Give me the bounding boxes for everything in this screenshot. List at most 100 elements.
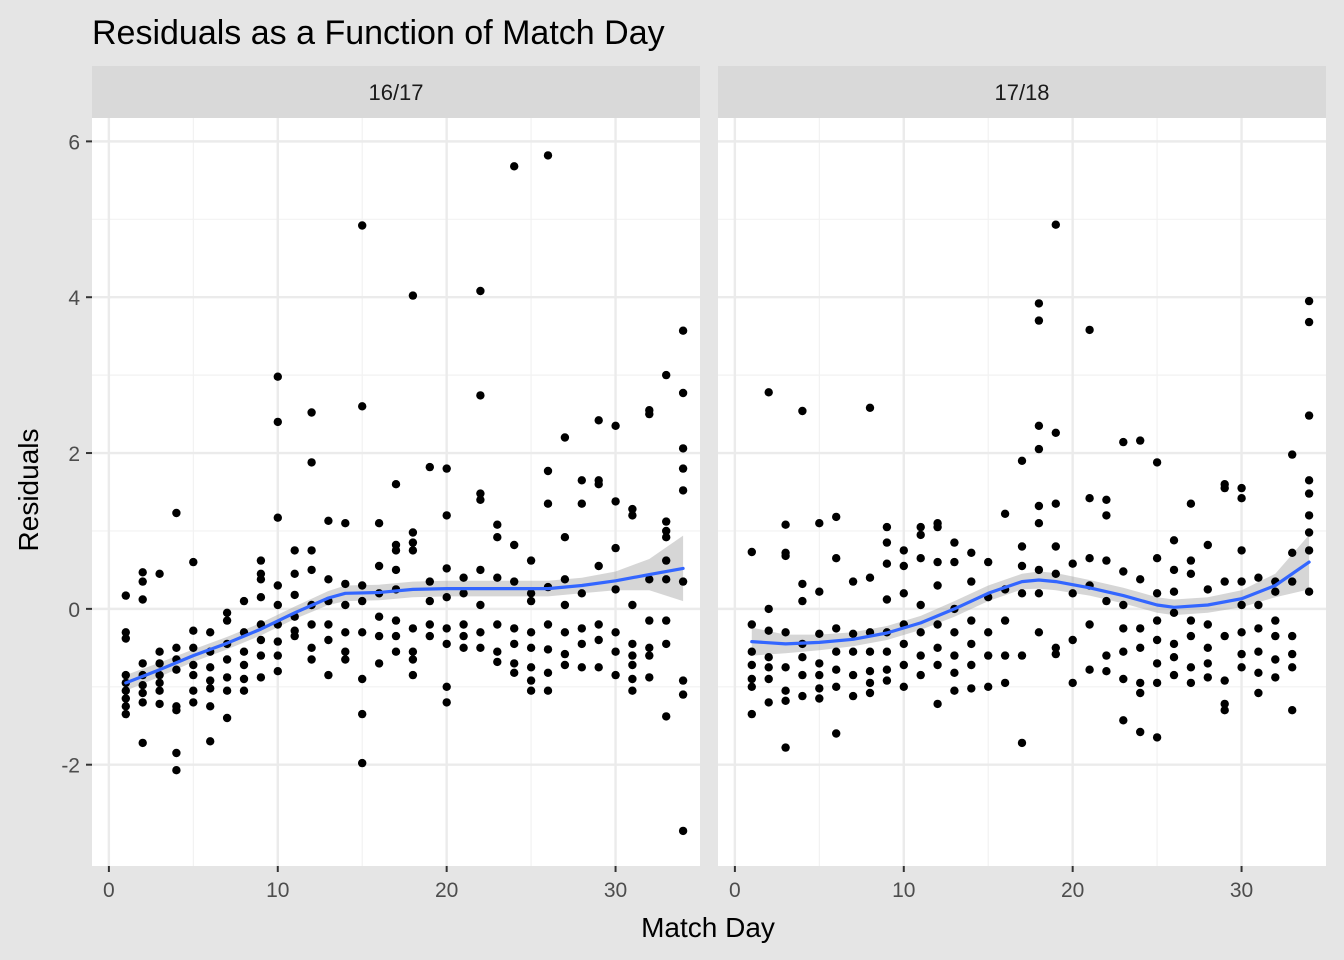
data-point xyxy=(747,674,756,684)
data-point xyxy=(1136,643,1145,652)
data-point xyxy=(476,643,485,652)
data-point xyxy=(138,681,147,690)
data-point xyxy=(611,543,620,553)
data-point xyxy=(239,686,249,695)
data-point xyxy=(1051,542,1061,551)
data-point xyxy=(678,326,688,335)
data-point xyxy=(1237,494,1246,503)
data-point xyxy=(628,660,637,670)
data-point xyxy=(526,643,536,652)
data-point xyxy=(747,709,756,719)
data-point xyxy=(1017,651,1027,660)
data-point xyxy=(1119,600,1128,610)
data-point xyxy=(459,631,468,641)
data-point xyxy=(543,151,553,160)
data-point xyxy=(1152,458,1162,467)
data-point xyxy=(222,608,232,617)
data-point xyxy=(678,444,688,453)
data-point xyxy=(155,678,164,688)
data-point xyxy=(476,391,485,400)
data-point xyxy=(290,631,299,641)
data-point xyxy=(324,575,333,584)
data-point xyxy=(1102,651,1111,660)
data-point xyxy=(815,629,824,638)
x-axis-title: Match Day xyxy=(641,912,775,943)
data-point xyxy=(1271,655,1280,664)
data-point xyxy=(1271,673,1280,682)
data-point xyxy=(815,519,824,528)
data-point xyxy=(138,698,147,707)
data-point xyxy=(882,522,892,532)
data-point xyxy=(1304,296,1314,306)
data-point xyxy=(1254,647,1263,656)
data-point xyxy=(628,674,637,684)
data-point xyxy=(678,486,688,495)
data-point xyxy=(206,684,215,693)
data-point xyxy=(493,520,502,529)
data-point xyxy=(916,522,925,532)
panel-background xyxy=(718,118,1326,866)
data-point xyxy=(1288,663,1297,672)
data-point xyxy=(1000,651,1010,660)
data-point xyxy=(256,575,266,584)
data-point xyxy=(408,624,418,633)
data-point xyxy=(1304,476,1314,485)
data-point xyxy=(899,660,908,670)
facet-strip xyxy=(92,66,700,118)
data-point xyxy=(1220,706,1229,715)
data-point xyxy=(1068,678,1077,688)
data-point xyxy=(933,620,942,629)
data-point xyxy=(510,668,519,677)
y-tick-label: 0 xyxy=(68,599,80,622)
data-point xyxy=(1169,653,1179,662)
data-point xyxy=(1017,738,1027,748)
data-point xyxy=(1237,600,1246,610)
data-point xyxy=(374,659,384,668)
data-point xyxy=(882,559,892,568)
data-point xyxy=(560,628,570,637)
data-point xyxy=(1169,608,1179,617)
data-point xyxy=(374,612,384,621)
data-point xyxy=(526,589,536,598)
smooth-line xyxy=(750,560,1311,646)
data-point xyxy=(155,659,164,668)
data-point xyxy=(206,663,215,672)
data-point xyxy=(307,546,316,555)
data-point xyxy=(273,372,282,381)
data-point xyxy=(832,665,841,674)
data-point xyxy=(1220,577,1229,586)
data-point xyxy=(543,466,553,476)
data-point xyxy=(764,663,773,672)
data-point xyxy=(1017,456,1027,465)
data-point xyxy=(1152,554,1162,563)
data-point xyxy=(256,673,266,682)
data-point xyxy=(256,556,266,565)
data-point xyxy=(442,682,451,691)
data-point xyxy=(222,655,232,664)
data-point xyxy=(341,519,350,528)
data-point xyxy=(442,464,451,473)
data-point xyxy=(155,569,164,578)
data-point xyxy=(1254,688,1263,698)
data-point xyxy=(899,589,908,598)
data-point xyxy=(560,600,570,610)
data-point xyxy=(526,628,536,637)
data-point xyxy=(764,388,773,397)
data-point xyxy=(1051,499,1061,508)
data-point xyxy=(341,600,350,610)
data-point xyxy=(781,696,790,705)
data-point xyxy=(967,577,976,586)
data-point xyxy=(1119,674,1128,684)
data-point xyxy=(611,647,620,656)
data-point xyxy=(560,533,570,542)
data-point xyxy=(798,653,807,662)
data-point xyxy=(121,702,130,711)
data-point xyxy=(611,585,620,594)
data-point xyxy=(408,655,418,664)
data-point xyxy=(526,676,536,685)
data-point xyxy=(1000,616,1010,625)
data-point xyxy=(1237,546,1246,555)
data-point xyxy=(189,643,198,652)
data-point xyxy=(172,665,181,674)
